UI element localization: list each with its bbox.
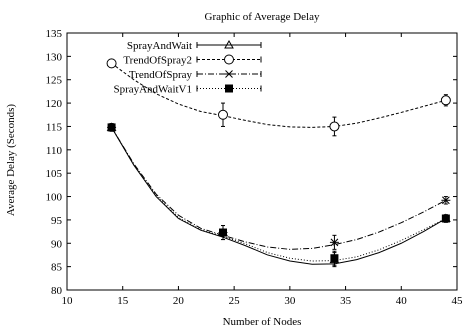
x-tick-label: 15 — [117, 295, 129, 307]
series-layer — [106, 58, 451, 268]
triangle-marker — [224, 39, 234, 49]
chart-title: Graphic of Average Delay — [205, 11, 320, 23]
x-tick-label: 45 — [452, 295, 464, 307]
series-TrendOfSpray — [107, 123, 451, 250]
series-SprayAndWait — [106, 122, 451, 268]
data-point — [218, 109, 228, 120]
y-tick-label: 90 — [51, 238, 63, 250]
data-point — [330, 254, 339, 263]
y-tick-label: 100 — [46, 192, 63, 204]
series-SprayAndWaitV1 — [107, 123, 450, 266]
legend-label: TrendOfSpray — [129, 69, 193, 81]
square-marker — [219, 228, 227, 237]
legend-marker — [224, 54, 234, 65]
data-point — [441, 214, 450, 223]
chart-legend: SprayAndWait TrendOfSpray2 TrendOfSpray Spr… — [113, 39, 262, 96]
legend-marker — [224, 70, 234, 78]
data-point — [440, 95, 451, 106]
legend-marker — [224, 39, 234, 49]
square-marker — [225, 84, 233, 93]
y-tick-label: 125 — [46, 75, 63, 87]
y-axis-label: Average Delay (Seconds) — [5, 104, 17, 217]
axis-ticks: 10 15 20 25 30 35 40 45 80 85 90 95 100 105 110 115 120 1… — [46, 28, 464, 307]
x-tick-label: 35 — [340, 295, 352, 307]
circle-marker — [224, 54, 234, 65]
data-point — [329, 238, 339, 247]
series-line — [111, 127, 447, 250]
circle-marker — [329, 121, 340, 132]
y-tick-label: 85 — [51, 262, 63, 274]
data-point — [219, 228, 227, 237]
y-tick-label: 115 — [46, 121, 63, 133]
legend-label: TrendOfSpray2 — [123, 55, 192, 67]
square-marker — [330, 254, 339, 263]
series-line — [111, 62, 446, 128]
x-axis-label: Number of Nodes — [223, 316, 302, 328]
data-point — [329, 121, 340, 132]
legend-label: SprayAndWait — [127, 40, 192, 52]
circle-marker — [440, 95, 451, 106]
circle-marker — [106, 58, 117, 69]
x-tick-label: 10 — [62, 295, 74, 307]
circle-marker — [218, 109, 228, 120]
x-tick-label: 30 — [284, 295, 296, 307]
y-tick-label: 95 — [51, 215, 63, 227]
y-tick-label: 80 — [51, 285, 63, 297]
data-point — [107, 123, 116, 132]
legend-marker — [225, 84, 233, 93]
y-tick-label: 105 — [46, 168, 63, 180]
square-marker — [441, 214, 450, 223]
y-tick-label: 130 — [46, 51, 63, 63]
series-TrendOfSpray2 — [106, 58, 451, 137]
x-tick-label: 20 — [173, 295, 185, 307]
series-line — [111, 127, 447, 265]
data-point — [106, 58, 117, 69]
data-point — [441, 196, 451, 205]
x-tick-label: 25 — [229, 295, 241, 307]
series-line — [111, 127, 447, 262]
x-tick-label: 40 — [396, 295, 408, 307]
y-tick-label: 120 — [46, 98, 63, 110]
square-marker — [107, 123, 116, 132]
y-tick-label: 135 — [46, 28, 63, 40]
plot-area-frame — [66, 32, 458, 291]
legend-label: SprayAndWaitV1 — [113, 84, 192, 96]
y-tick-label: 110 — [46, 145, 63, 157]
